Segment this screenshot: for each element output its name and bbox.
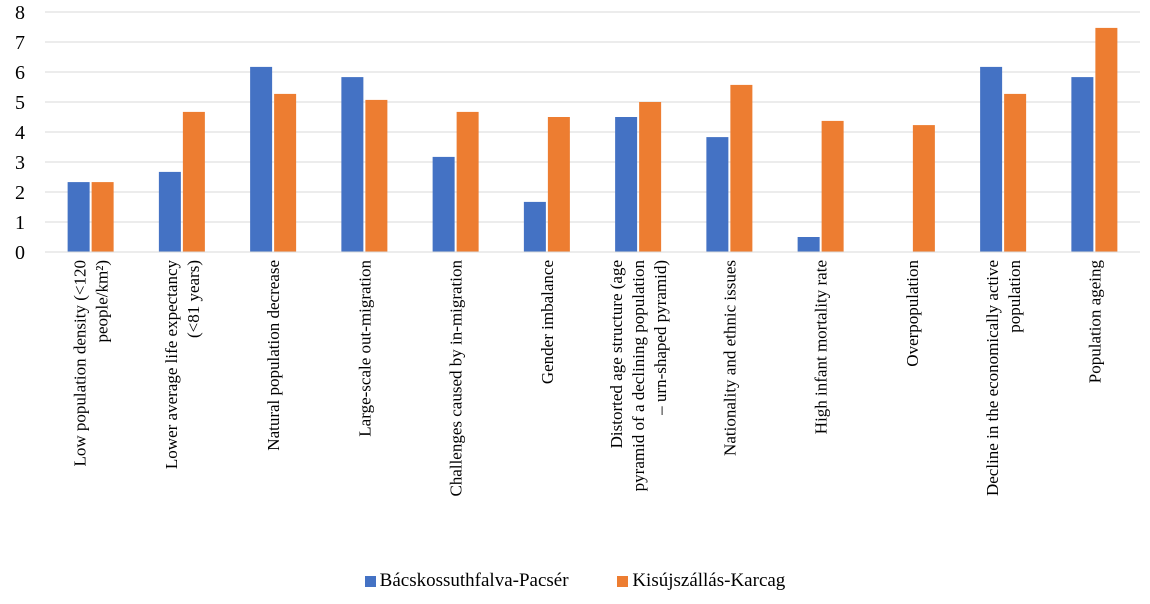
bar-series-1 [159, 172, 181, 252]
legend-label: Bácskossuthfalva-Pacsér [380, 570, 569, 592]
legend-item-series-2: Kisújszállás-Karcag [617, 570, 785, 592]
bar-series-1 [1071, 77, 1093, 252]
bar-series-2 [1095, 28, 1117, 252]
bar-series-2 [457, 112, 479, 252]
x-tick-label: Large-scale out-migration [355, 260, 374, 437]
y-tick-label: 3 [15, 152, 25, 174]
y-tick-label: 4 [15, 122, 25, 144]
bar-series-2 [274, 94, 296, 252]
x-tick-label: Decline in the economically active popula… [983, 260, 1024, 497]
bar-series-1 [524, 202, 546, 252]
bar-series-1 [615, 117, 637, 252]
x-tick-label: High infant mortality rate [812, 260, 831, 434]
x-tick-label: Population ageing [1085, 260, 1104, 384]
legend-swatch [365, 576, 376, 587]
x-tick-label: Distorted age structure (age pyramid of a… [607, 260, 670, 492]
legend-item-series-1: Bácskossuthfalva-Pacsér [365, 570, 569, 592]
y-tick-label: 2 [15, 182, 25, 204]
x-tick-label: Overpopulation [903, 260, 922, 367]
y-axis-ticks: 0 1 2 3 4 5 6 7 8 [15, 2, 25, 264]
bar-series-1 [980, 67, 1002, 252]
y-tick-label: 8 [15, 2, 25, 24]
bar-series-2 [183, 112, 205, 252]
legend: Bácskossuthfalva-Pacsér Kisújszállás-Kar… [0, 570, 1150, 593]
x-tick-label: Gender imbalance [538, 260, 557, 384]
bar-series-2 [92, 182, 114, 252]
gridlines [45, 12, 1140, 222]
bar-series-1 [341, 77, 363, 252]
bar-series-1 [68, 182, 90, 252]
bar-series-2 [822, 121, 844, 252]
y-tick-label: 6 [15, 62, 25, 84]
y-tick-label: 0 [15, 242, 25, 264]
bar-series-1 [250, 67, 272, 252]
legend-label: Kisújszállás-Karcag [632, 570, 785, 592]
bar-series-2 [913, 125, 935, 252]
bar-series-2 [548, 117, 570, 252]
x-axis-labels: Low population density (<120 people/km²) L… [71, 260, 1105, 497]
bar-series-2 [639, 102, 661, 252]
x-tick-label: Nationality and ethnic issues [720, 260, 739, 456]
bar-series-1 [798, 237, 820, 252]
y-tick-label: 7 [15, 32, 25, 54]
x-tick-label: Challenges caused by in-migration [447, 260, 466, 497]
x-tick-label: Lower average life expectancy (<81 years) [162, 260, 203, 470]
y-tick-label: 5 [15, 92, 25, 114]
x-tick-label: Low population density (<120 people/km²) [71, 260, 112, 466]
y-tick-label: 1 [15, 212, 25, 234]
x-tick-label: Natural population decrease [264, 260, 283, 451]
bar-series-1 [433, 157, 455, 252]
bars [68, 28, 1118, 252]
bar-series-1 [706, 137, 728, 252]
bar-series-2 [1004, 94, 1026, 252]
bar-series-2 [730, 85, 752, 252]
legend-swatch [617, 576, 628, 587]
bar-series-2 [365, 100, 387, 252]
